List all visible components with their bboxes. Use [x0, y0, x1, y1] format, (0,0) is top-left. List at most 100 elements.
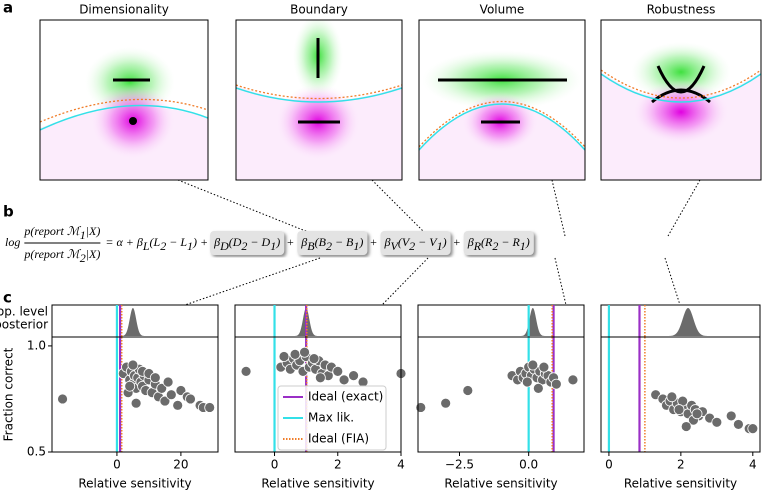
illustration: [40, 20, 208, 180]
math-text: |X): [86, 247, 101, 261]
math-text: − B: [332, 235, 354, 249]
panel-label: b: [3, 203, 14, 221]
illustration: [236, 20, 402, 180]
image-title: Dimensionality: [79, 3, 169, 17]
illustration: [601, 20, 761, 180]
image-frame: [235, 19, 403, 181]
math-subscript: L: [142, 239, 150, 253]
data-point: [666, 391, 678, 403]
math-text: log: [5, 235, 20, 249]
data-point: [130, 397, 142, 409]
math-text: ): [358, 235, 363, 249]
data-point: [185, 393, 196, 405]
math-text: ): [442, 235, 447, 249]
math-text: p(report: [23, 247, 67, 261]
math-subscript: 2: [492, 239, 498, 253]
data-point: [149, 372, 161, 384]
math-subscript: 1: [437, 239, 443, 253]
posterior-label: Pop. level: [0, 305, 48, 319]
math-text: − D: [247, 235, 270, 249]
data-point: [172, 399, 184, 411]
plot-frame: [234, 336, 402, 453]
data-point: [567, 374, 579, 386]
data-point: [127, 359, 139, 371]
highlighted-term: β R (R 2 − R 1): [463, 231, 534, 255]
connectors: [177, 179, 701, 306]
x-tick-label: 0: [113, 458, 121, 472]
math-text: ): [525, 235, 530, 249]
data-point: [711, 416, 723, 428]
data-point: [204, 402, 216, 413]
data-point: [691, 408, 703, 420]
math-text: (V: [398, 235, 411, 249]
data-point: [680, 421, 692, 432]
x-axis-label: Relative sensitivity: [444, 477, 557, 491]
legend-label: Ideal (FIA): [308, 432, 369, 446]
plot-frame: [417, 336, 585, 453]
data-point: [332, 365, 344, 377]
x-tick-label: 0.0: [519, 458, 538, 472]
data-point: [550, 378, 562, 390]
math-text: p(report: [23, 224, 67, 238]
plot-frame: [51, 336, 219, 453]
x-tick-label: 2: [677, 458, 685, 472]
math-subscript: 2: [409, 239, 415, 253]
x-axis-label: Relative sensitivity: [261, 477, 374, 491]
data-point: [124, 380, 136, 392]
data-point: [532, 382, 544, 394]
y-tick-label: 0.5: [27, 445, 46, 459]
term-box: [297, 231, 368, 255]
panel-label: c: [3, 289, 12, 307]
math-text: (R: [481, 235, 493, 249]
math-subscript: D: [219, 239, 229, 253]
math-text: ℳ: [67, 224, 82, 238]
math-text: (B: [315, 235, 327, 249]
data-point: [175, 385, 187, 396]
math-text: − L: [166, 235, 187, 249]
math-subscript: 2: [160, 239, 166, 253]
data-point: [159, 395, 171, 407]
posterior-density: [666, 308, 710, 336]
plot-frame: [600, 336, 761, 453]
math-text: β: [213, 235, 220, 249]
math-subscript: V: [390, 239, 399, 253]
math-text: β: [384, 235, 391, 249]
x-tick-label: 0: [605, 458, 613, 472]
image-title: Robustness: [647, 3, 716, 17]
data-point: [314, 372, 326, 384]
y-axis-label: Fraction correct: [2, 347, 16, 441]
data-point: [299, 346, 310, 358]
denominator: p(report ℳ 2 |X): [23, 247, 100, 265]
data-point: [725, 410, 737, 422]
math-subscript: 1: [187, 239, 193, 253]
data-point: [521, 376, 533, 388]
x-tick-label: 2: [334, 458, 342, 472]
math-subscript: 2: [326, 239, 332, 253]
y-tick-label: 1.0: [27, 338, 46, 352]
math-text: |X): [86, 224, 101, 238]
image-frame: [418, 19, 586, 181]
data-point: [462, 385, 474, 396]
x-axis-label: Relative sensitivity: [78, 477, 191, 491]
math-text: ℳ: [67, 247, 82, 261]
math-text: β: [467, 235, 474, 249]
math-text: − V: [415, 235, 438, 249]
x-tick-label: −2.5: [445, 458, 474, 472]
x-tick-label: 0: [271, 458, 279, 472]
legend-label: Max lik.: [308, 411, 354, 425]
data-point: [156, 382, 168, 394]
highlighted-term: β V (V 2 − V 1): [380, 231, 451, 255]
image-title: Boundary: [290, 3, 348, 17]
data-point: [440, 397, 452, 409]
data-point: [538, 361, 550, 373]
math-text: +: [369, 235, 377, 249]
data-point: [747, 423, 759, 435]
math-text: +: [286, 235, 294, 249]
x-tick-label: 4: [397, 458, 405, 472]
math-subscript: 2: [80, 251, 86, 265]
data-point: [338, 374, 350, 386]
posterior-frame: [417, 304, 585, 338]
x-axis-label: Relative sensitivity: [624, 477, 737, 491]
data-point: [733, 419, 744, 430]
